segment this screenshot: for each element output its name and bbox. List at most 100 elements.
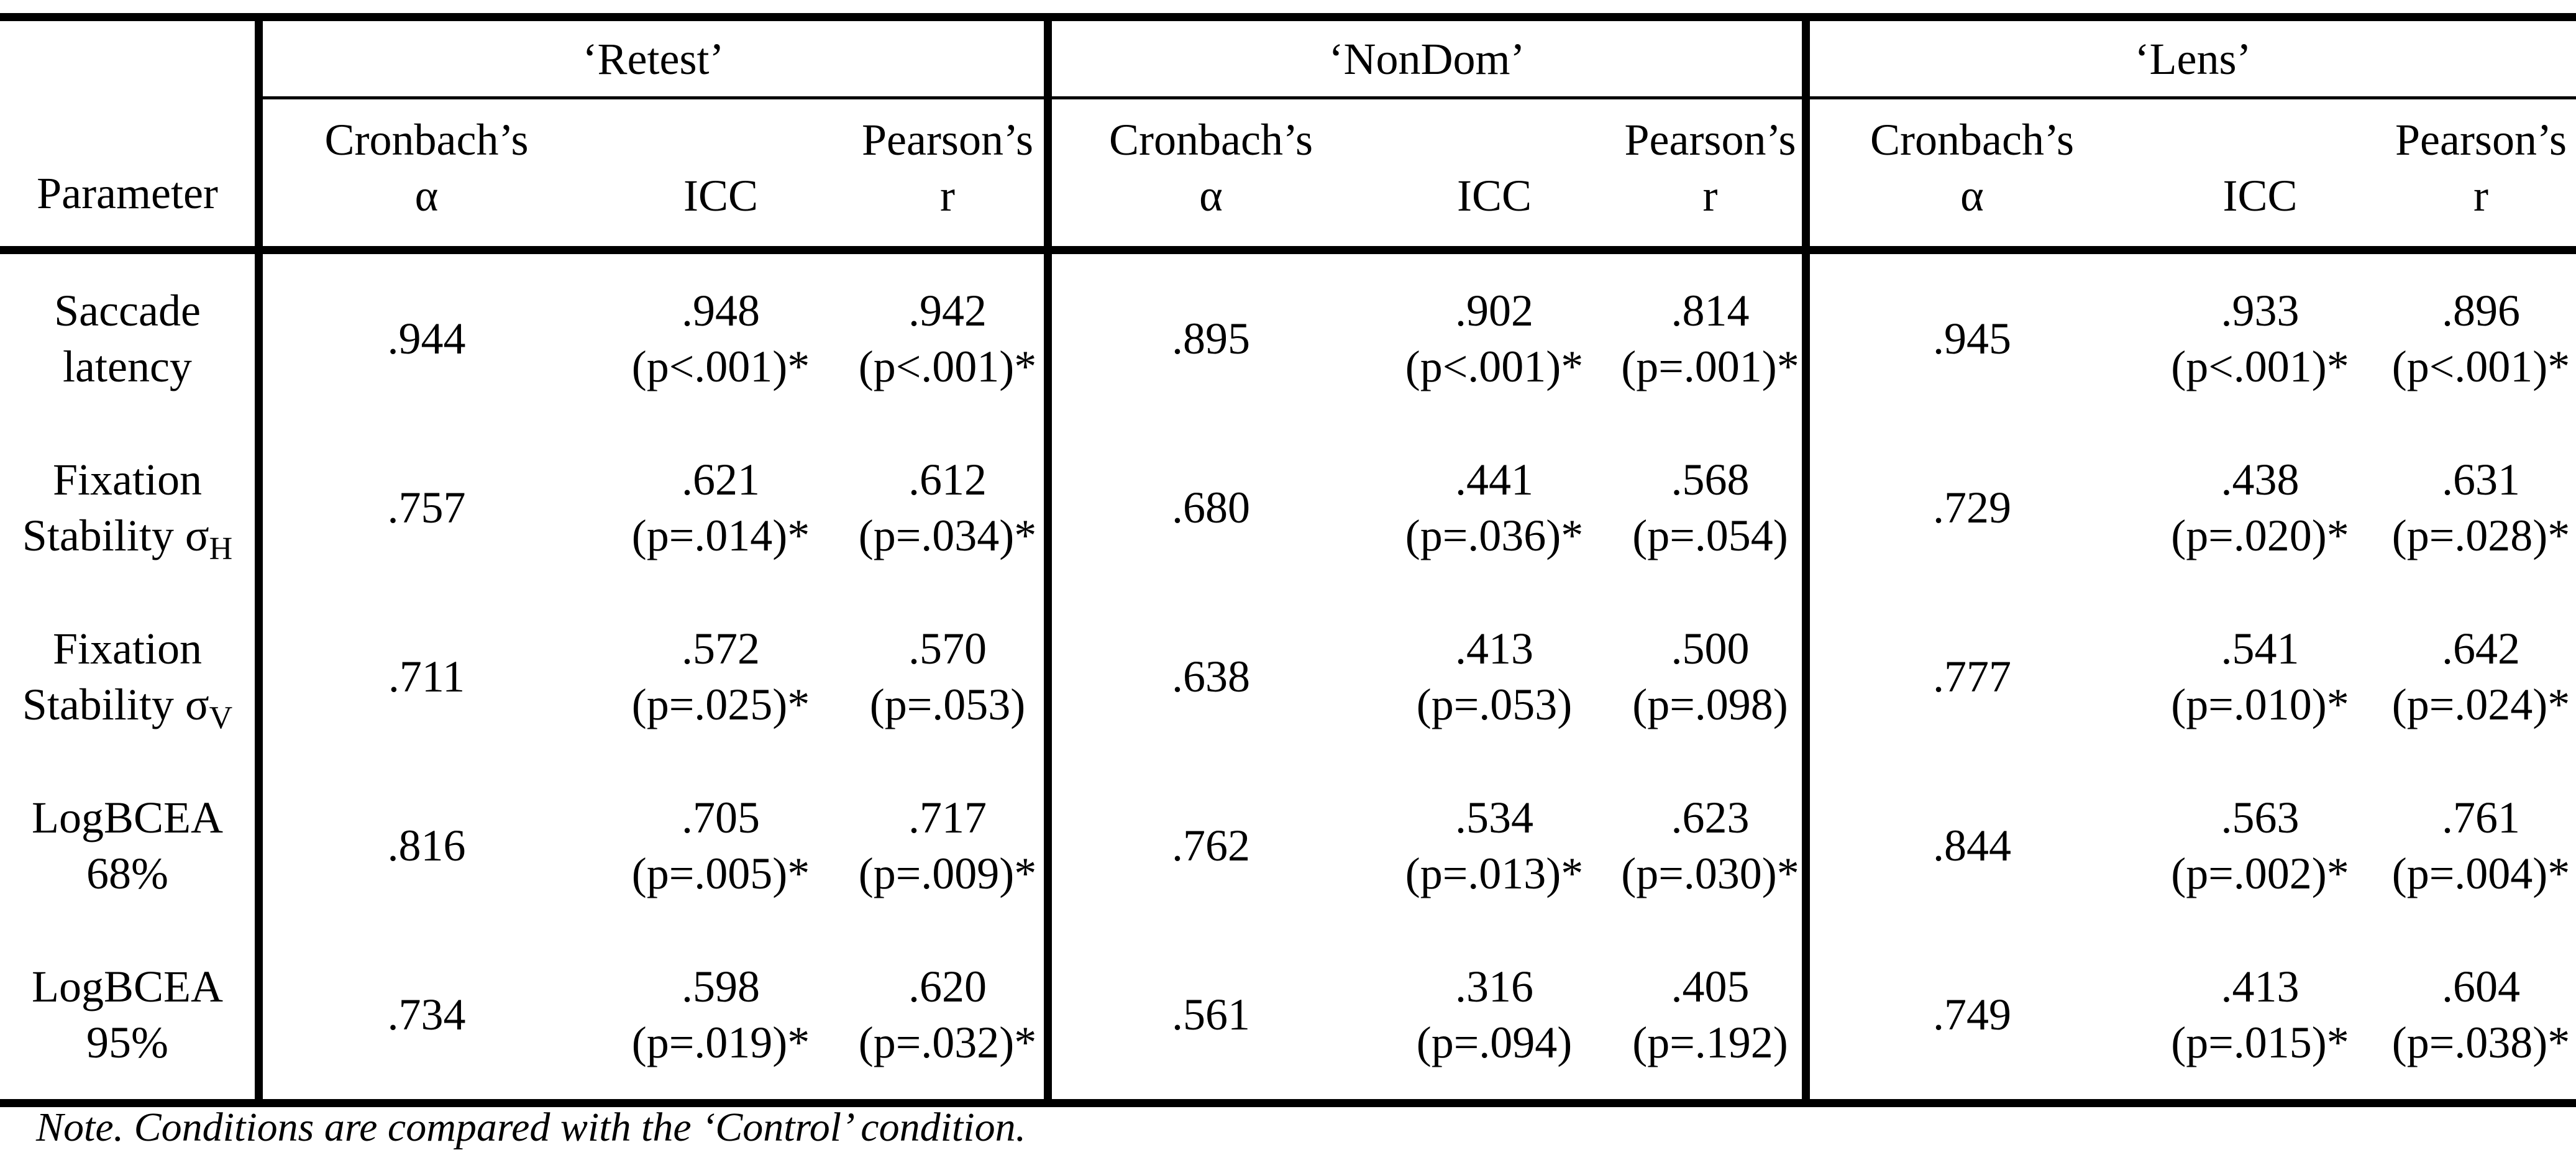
r-cell-retest: .620 (p=.032)* (851, 930, 1044, 1099)
p-line: (p=.098) (1632, 680, 1788, 729)
icc-cell-nondom: .316 (p=.094) (1370, 930, 1619, 1099)
r-cell-lens: .631 (p=.028)* (2386, 423, 2576, 592)
col-header-line1: Pearson’s (2395, 115, 2567, 165)
param-line1: Fixation (52, 624, 202, 673)
param-cell: Fixation Stability σV (0, 592, 255, 761)
param-line2: latency (63, 342, 192, 391)
r-cell-retest: .717 (p=.009)* (851, 761, 1044, 930)
p-line: (p=.053) (869, 680, 1026, 729)
value-line: .942 (908, 286, 987, 335)
alpha-cell-lens: .729 (1802, 423, 2134, 592)
p-line: (p=.053) (1416, 680, 1573, 729)
value-line: .405 (1671, 962, 1750, 1011)
p-line: (p=.030)* (1621, 849, 1799, 898)
value-line: .642 (2442, 624, 2520, 673)
col-header-line2: α (414, 171, 439, 221)
value-line: .568 (1671, 455, 1750, 504)
param-line1: Fixation (52, 455, 202, 504)
param-subscript: H (209, 531, 233, 567)
p-line: (p=.015)* (2171, 1018, 2349, 1067)
reliability-table: Parameter ‘Retest’ ‘NonDom’ ‘Lens’ Cronb… (0, 13, 2576, 1107)
col-header-line2: α (1960, 171, 1984, 221)
r-cell-lens: .896 (p<.001)* (2386, 254, 2576, 423)
p-line: (p=.001)* (1621, 342, 1799, 391)
p-line: (p=.005)* (631, 849, 810, 898)
group-header-nondom: ‘NonDom’ (1044, 21, 1802, 99)
value-line: .441 (1455, 455, 1533, 504)
p-line: (p=.094) (1416, 1018, 1573, 1067)
value-line: .620 (908, 962, 987, 1011)
col-header-pearson-r-lens: Pearson’s r (2386, 99, 2576, 246)
col-header-line1: Cronbach’s (1109, 115, 1313, 165)
r-cell-nondom: .814 (p=.001)* (1619, 254, 1802, 423)
p-line: (p<.001)* (2391, 342, 2570, 391)
col-header-line2: α (1199, 171, 1223, 221)
icc-cell-lens: .563 (p=.002)* (2134, 761, 2386, 930)
col-header-line2: r (940, 171, 955, 221)
value-line: .902 (1455, 286, 1533, 335)
r-cell-nondom: .405 (p=.192) (1619, 930, 1802, 1099)
col-header-icc-lens: ICC (2222, 171, 2298, 221)
col-header-icc-nondom: ICC (1456, 171, 1532, 221)
param-line2: 95% (86, 1018, 168, 1067)
value-line: .598 (682, 962, 760, 1011)
table-row-logbcea-95: LogBCEA 95% .734 .598 (p=.019)* .620 (p=… (0, 930, 2576, 1099)
col-header-line1: Cronbach’s (1870, 115, 2074, 165)
param-line1: Saccade (54, 286, 201, 335)
p-line: (p=.020)* (2171, 511, 2349, 560)
r-cell-nondom: .500 (p=.098) (1619, 592, 1802, 761)
p-line: (p=.024)* (2391, 680, 2570, 729)
r-cell-lens: .642 (p=.024)* (2386, 592, 2576, 761)
icc-cell-nondom: .413 (p=.053) (1370, 592, 1619, 761)
r-cell-nondom: .568 (p=.054) (1619, 423, 1802, 592)
p-line: (p=.019)* (631, 1018, 810, 1067)
p-line: (p=.054) (1632, 511, 1788, 560)
col-header-pearson-r-retest: Pearson’s r (851, 99, 1044, 246)
value-line: .948 (682, 286, 760, 335)
value-line: .316 (1455, 962, 1533, 1011)
p-line: (p=.010)* (2171, 680, 2349, 729)
p-line: (p=.034)* (858, 511, 1037, 560)
group-header-lens: ‘Lens’ (1802, 21, 2576, 99)
icc-cell-lens: .413 (p=.015)* (2134, 930, 2386, 1099)
param-line1: LogBCEA (31, 793, 223, 842)
value-line: .570 (908, 624, 987, 673)
col-header-icc-retest: ICC (683, 171, 759, 221)
icc-cell-lens: .438 (p=.020)* (2134, 423, 2386, 592)
value-line: .563 (2221, 793, 2300, 842)
alpha-cell-nondom: .638 (1044, 592, 1370, 761)
p-line: (p=.036)* (1405, 511, 1584, 560)
value-line: .933 (2221, 286, 2300, 335)
value-line: .413 (1455, 624, 1533, 673)
icc-cell-lens: .933 (p<.001)* (2134, 254, 2386, 423)
value-line: .761 (2442, 793, 2520, 842)
value-line: .604 (2442, 962, 2520, 1011)
icc-cell-nondom: .441 (p=.036)* (1370, 423, 1619, 592)
value-line: .572 (682, 624, 760, 673)
col-header-line1: Cronbach’s (324, 115, 529, 165)
value-line: .541 (2221, 624, 2300, 673)
icc-cell-nondom: .534 (p=.013)* (1370, 761, 1619, 930)
alpha-cell-retest: .711 (255, 592, 590, 761)
alpha-cell-nondom: .680 (1044, 423, 1370, 592)
icc-cell-retest: .621 (p=.014)* (590, 423, 851, 592)
param-cell: LogBCEA 68% (0, 761, 255, 930)
alpha-cell-lens: .945 (1802, 254, 2134, 423)
param-line2: 68% (86, 849, 168, 898)
col-header-pearson-r-nondom: Pearson’s r (1619, 99, 1802, 246)
group-header-retest: ‘Retest’ (255, 21, 1044, 99)
value-line: .534 (1455, 793, 1533, 842)
r-cell-nondom: .623 (p=.030)* (1619, 761, 1802, 930)
p-line: (p=.192) (1632, 1018, 1788, 1067)
value-line: .814 (1671, 286, 1750, 335)
r-cell-retest: .942 (p<.001)* (851, 254, 1044, 423)
p-line: (p=.025)* (631, 680, 810, 729)
icc-cell-retest: .948 (p<.001)* (590, 254, 851, 423)
param-cell: Saccade latency (0, 254, 255, 423)
table-row-saccade-latency: Saccade latency .944 .948 (p<.001)* .942… (0, 254, 2576, 423)
table-row-logbcea-68: LogBCEA 68% .816 .705 (p=.005)* .717 (p=… (0, 761, 2576, 930)
alpha-cell-retest: .944 (255, 254, 590, 423)
alpha-cell-lens: .844 (1802, 761, 2134, 930)
value-line: .705 (682, 793, 760, 842)
value-line: .612 (908, 455, 987, 504)
